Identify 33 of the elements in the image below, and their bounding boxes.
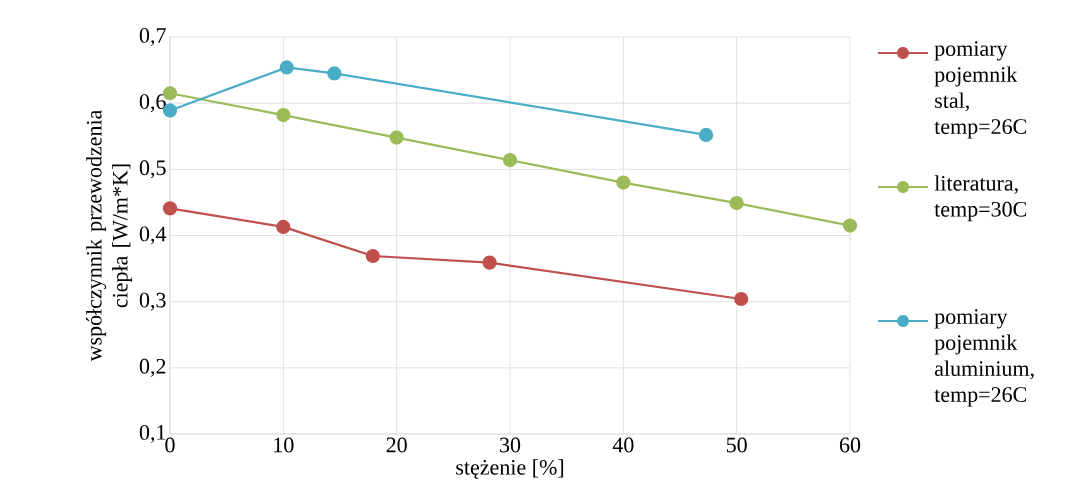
y-tick-label: 0,4 xyxy=(139,226,167,245)
y-tick-label: 0,3 xyxy=(139,292,166,311)
x-tick-label: 40 xyxy=(612,437,634,453)
point xyxy=(482,255,497,270)
y-axis-title: współczynnik przewodzenia ciepła [W/m*K] xyxy=(86,109,133,362)
point xyxy=(734,291,749,307)
point xyxy=(327,66,342,81)
y-tick-label: 0,5 xyxy=(139,160,166,179)
x-tick-label: 50 xyxy=(726,437,747,453)
point xyxy=(365,248,380,264)
legend-label: pomiary pojemnik stal, temp=26C xyxy=(934,41,1027,139)
y-tick-label: 0,6 xyxy=(139,94,166,113)
legend-label: pomiary pojemnik aluminium, temp=26C xyxy=(934,309,1034,407)
point xyxy=(279,60,294,75)
point xyxy=(616,175,631,190)
x-axis-title: stężenie [%] xyxy=(456,459,564,479)
point xyxy=(389,130,404,145)
x-tick-label: 30 xyxy=(500,437,521,453)
x-tick-label: 10 xyxy=(274,437,294,453)
point xyxy=(502,152,518,168)
point xyxy=(276,107,291,123)
point xyxy=(729,195,744,211)
x-tick-label: 0 xyxy=(165,437,175,453)
y-tick-label: 0,1 xyxy=(139,424,166,444)
point xyxy=(698,127,714,143)
legend-label: literatura, temp=30C xyxy=(934,175,1027,222)
y-tick-label: 0,7 xyxy=(139,28,166,47)
point xyxy=(162,201,178,216)
x-tick-label: 20 xyxy=(386,437,407,453)
point xyxy=(276,219,291,234)
point xyxy=(842,218,858,233)
y-tick-label: 0,2 xyxy=(139,358,166,377)
x-tick-label: 60 xyxy=(839,437,861,453)
